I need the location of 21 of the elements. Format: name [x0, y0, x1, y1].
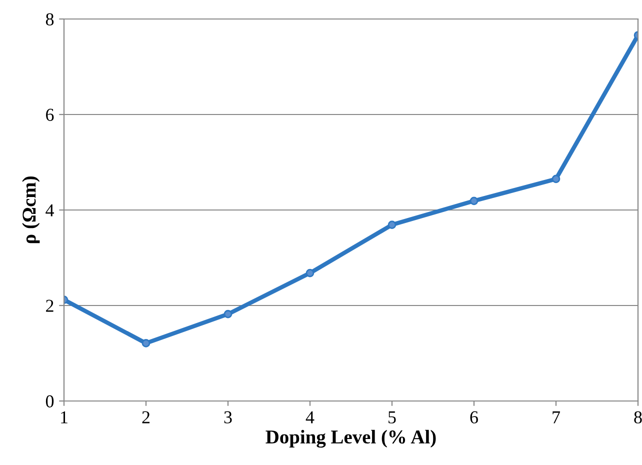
y-tick-label: 4 — [46, 204, 54, 216]
x-tick-label: 1 — [61, 411, 68, 424]
x-tick-label: 7 — [552, 411, 560, 424]
x-tick-label: 6 — [470, 411, 478, 424]
x-tick-label: 3 — [224, 411, 232, 424]
y-tick-label: 8 — [46, 13, 54, 26]
x-axis-title: Doping Level (% Al) — [266, 430, 436, 448]
point — [306, 268, 314, 278]
point — [552, 174, 560, 184]
x-tick-label: 2 — [142, 411, 150, 424]
x-tick-label: 5 — [388, 411, 396, 424]
point — [224, 310, 232, 318]
y-tick-label: 0 — [46, 395, 54, 408]
point — [388, 220, 396, 229]
x-tick-label: 8 — [634, 411, 642, 424]
x-tick-label: 4 — [306, 411, 314, 424]
point — [142, 339, 150, 348]
y-axis-title: ρ (Ωcm) — [22, 176, 40, 244]
point — [470, 196, 478, 206]
y-tick-label: 6 — [46, 108, 54, 121]
y-tick-label: 2 — [46, 300, 54, 312]
